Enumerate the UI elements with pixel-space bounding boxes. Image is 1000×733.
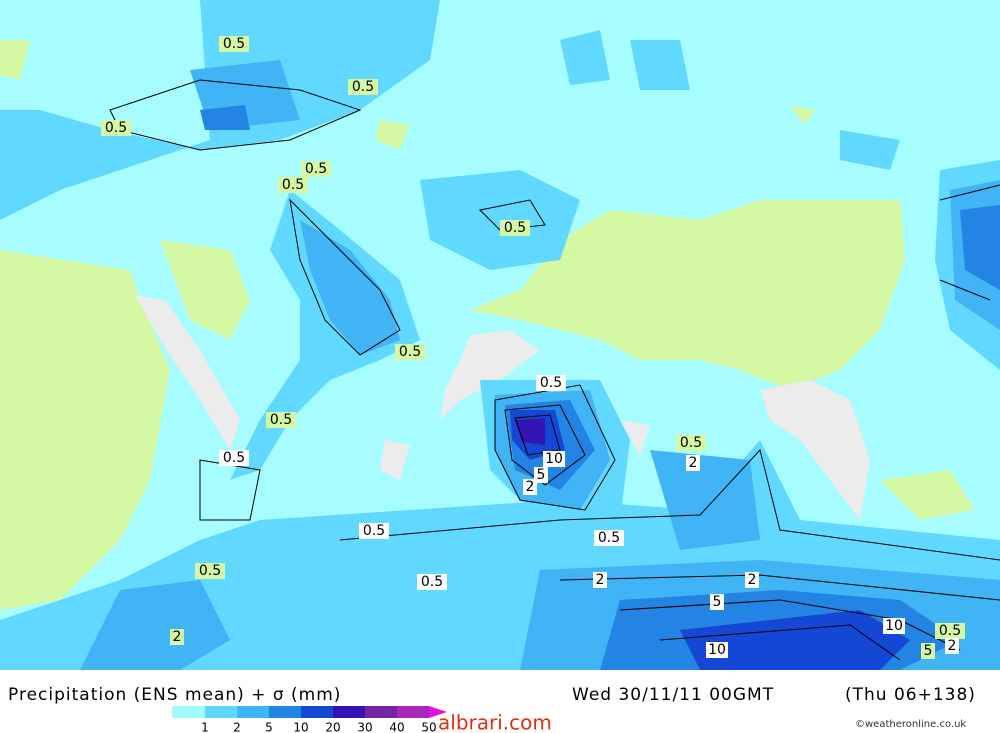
contour-label: 0.5 <box>504 220 526 236</box>
contour-label: 0.5 <box>421 574 443 590</box>
map-title: Precipitation (ENS mean) + σ (mm) <box>8 685 341 705</box>
legend-swatch <box>237 706 269 718</box>
contour-label: 10 <box>885 618 903 634</box>
contour-label: 0.5 <box>282 177 304 193</box>
forecast-step: (Thu 06+138) <box>845 685 976 705</box>
contour-label: 2 <box>948 638 957 654</box>
label-box <box>543 451 565 467</box>
contour-labels: 0.50.50.50.50.50.50.50.50.50.50.5210520.… <box>101 36 965 659</box>
legend: 1 2 5 10 20 30 40 50 <box>172 706 447 733</box>
contour-label: 5 <box>713 594 722 610</box>
label-box <box>395 344 425 360</box>
no-rain <box>135 295 870 520</box>
label-box <box>219 450 249 466</box>
legend-tick-label: 40 <box>389 721 404 733</box>
dry-land <box>0 40 975 610</box>
label-box <box>593 572 607 588</box>
legend-tick-label: 30 <box>357 721 372 733</box>
contour-label: 2 <box>596 572 605 588</box>
contour-label: 0.5 <box>223 36 245 52</box>
label-box <box>301 161 331 177</box>
label-box <box>278 177 308 193</box>
label-box <box>536 375 566 391</box>
label-box <box>359 523 389 539</box>
label-box <box>417 574 447 590</box>
contour-label: 2 <box>173 629 182 645</box>
legend-tick-label: 1 <box>201 721 209 733</box>
legend-tick-label: 5 <box>265 721 273 733</box>
copyright: ©weatheronline.co.uk <box>855 719 966 730</box>
legend-swatch <box>172 706 205 718</box>
map-date: Wed 30/11/11 00GMT <box>572 685 774 705</box>
legend-swatch <box>365 706 397 718</box>
contour-label: 0.5 <box>363 523 385 539</box>
legend-swatch <box>429 706 447 718</box>
label-box <box>921 643 935 659</box>
label-box <box>195 563 225 579</box>
contour-label: 0.5 <box>540 375 562 391</box>
legend-tick-label: 2 <box>233 721 241 733</box>
legend-swatch <box>333 706 365 718</box>
legend-swatch <box>301 706 333 718</box>
map <box>0 0 1000 670</box>
contour-label: 0.5 <box>399 344 421 360</box>
contours <box>109 79 1000 661</box>
label-box <box>266 412 296 428</box>
contour-label: 0.5 <box>305 161 327 177</box>
contour-label: 0.5 <box>939 623 961 639</box>
label-box <box>945 638 959 654</box>
label-box <box>219 36 249 52</box>
label-box <box>883 618 905 634</box>
legend-swatch <box>397 706 429 718</box>
contour-label: 10 <box>545 451 563 467</box>
legend-tick-label: 20 <box>325 721 340 733</box>
contour-label: 2 <box>526 479 535 495</box>
label-box <box>594 530 624 546</box>
label-box <box>170 629 184 645</box>
label-box <box>676 435 706 451</box>
contour-label: 0.5 <box>680 435 702 451</box>
label-box <box>500 220 530 236</box>
legend-swatch <box>269 706 301 718</box>
label-box <box>534 467 548 483</box>
legend-tick-label: 10 <box>293 721 308 733</box>
label-box <box>710 594 724 610</box>
contour-label: 0.5 <box>105 120 127 136</box>
watermark: albrari.com <box>438 711 552 733</box>
contour-label: 2 <box>748 572 757 588</box>
contour-label: 2 <box>689 455 698 471</box>
contour-label: 0.5 <box>223 450 245 466</box>
contour-label: 5 <box>924 643 933 659</box>
contour-label: 0.5 <box>598 530 620 546</box>
label-box <box>935 623 965 639</box>
label-box <box>348 79 378 95</box>
contour-label: 0.5 <box>352 79 374 95</box>
contour-label: 0.5 <box>270 412 292 428</box>
legend-tick-label: 50 <box>421 721 436 733</box>
label-box <box>706 642 728 658</box>
contour-label: 0.5 <box>199 563 221 579</box>
label-box <box>101 120 131 136</box>
contour-label: 10 <box>708 642 726 658</box>
legend-swatch <box>205 706 237 718</box>
label-box <box>745 572 759 588</box>
contour-label: 5 <box>537 467 546 483</box>
label-box <box>523 479 537 495</box>
label-box <box>686 455 700 471</box>
